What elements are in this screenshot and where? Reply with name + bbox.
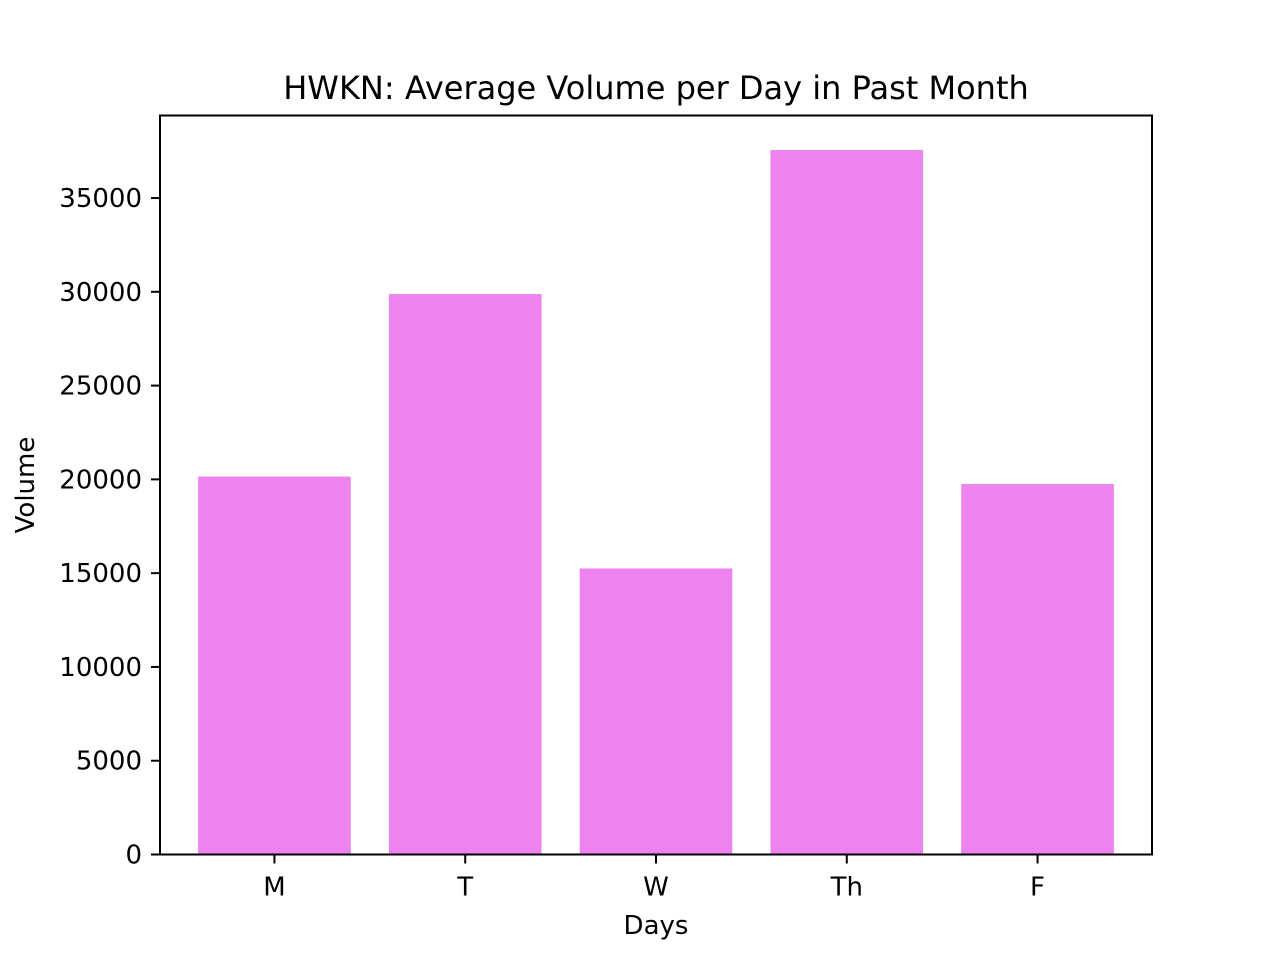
- y-axis-label: Volume: [11, 437, 41, 534]
- bar-w: [579, 568, 733, 855]
- x-tick-label: Th: [830, 873, 863, 903]
- bar-m: [198, 476, 351, 855]
- y-axis-ticks: 0 5000 10000 15000 20000 25000 30000 35000: [59, 184, 160, 871]
- x-axis-ticks: M T W Th F: [263, 854, 1045, 903]
- x-tick-label: M: [263, 873, 285, 903]
- x-tick-label: W: [643, 873, 669, 903]
- x-axis-label: Days: [624, 911, 689, 941]
- y-tick-label: 30000: [59, 278, 142, 308]
- y-tick-label: 5000: [76, 747, 142, 777]
- x-tick-label: T: [456, 873, 473, 903]
- chart-title: HWKN: Average Volume per Day in Past Mon…: [283, 69, 1029, 107]
- x-tick-label: F: [1030, 873, 1045, 903]
- y-tick-label: 25000: [59, 372, 142, 402]
- y-tick-label: 15000: [59, 559, 142, 589]
- y-tick-label: 0: [125, 841, 142, 871]
- bars-layer: [198, 150, 1114, 855]
- y-tick-label: 20000: [59, 465, 142, 495]
- bar-f: [961, 484, 1114, 855]
- bar-th: [770, 150, 924, 855]
- bar-t: [388, 294, 542, 855]
- y-tick-label: 10000: [59, 653, 142, 683]
- y-tick-label: 35000: [59, 184, 142, 214]
